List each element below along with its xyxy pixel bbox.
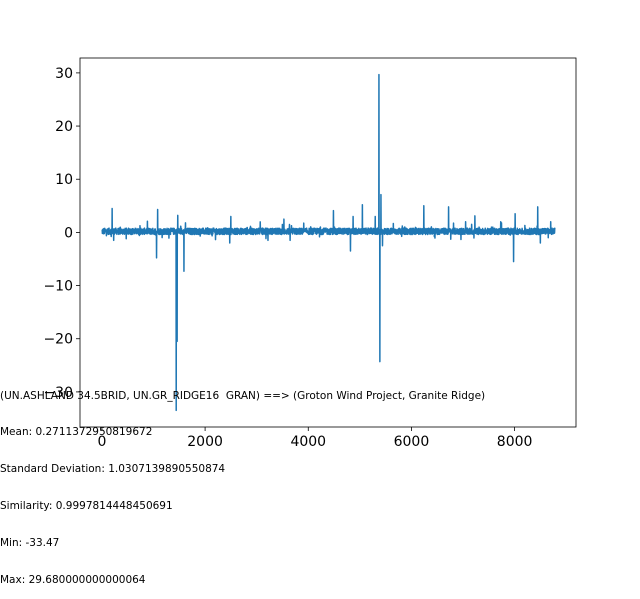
annotation-min: Min: -33.47: [0, 537, 60, 550]
x-tick-label: 8000: [497, 434, 533, 450]
figure-canvas: 0 2000 4000 6000 8000 −30 −20 −10 0 10 20 30: [0, 0, 640, 480]
y-tick-label: 0: [64, 225, 73, 241]
plot-area: [101, 73, 556, 412]
y-tick-label: −20: [43, 332, 73, 348]
y-tick-label: 30: [55, 66, 73, 82]
x-tick-label: 4000: [290, 434, 326, 450]
y-tick-label: −10: [43, 279, 73, 295]
figure-background: [0, 0, 640, 480]
annotation-pair-line: (UN.ASHLAND 34.5BRID, UN.GR_RIDGE16 GRAN…: [0, 389, 486, 402]
x-axis: 0 2000 4000 6000 8000: [97, 427, 532, 450]
annotation-similarity: Similarity: 0.9997814448450691: [0, 500, 173, 513]
series-line: [101, 73, 556, 412]
x-tick-label: 6000: [394, 434, 430, 450]
y-tick-label: 20: [55, 119, 73, 135]
annotation-mean: Mean: 0.2711372950819672: [0, 426, 153, 439]
annotation-max: Max: 29.680000000000064: [0, 574, 146, 587]
stats-annotation: (UN.ASHLAND 34.5BRID, UN.GR_RIDGE16 GRAN…: [0, 365, 485, 599]
x-tick-label: 2000: [187, 434, 223, 450]
y-tick-label: 10: [55, 172, 73, 188]
x-tick-label: 0: [97, 434, 106, 450]
y-axis: −30 −20 −10 0 10 20 30: [43, 66, 80, 401]
y-tick-label: −30: [43, 385, 73, 401]
axes-frame: [79, 57, 577, 428]
annotation-std: Standard Deviation: 1.0307139890550874: [0, 463, 226, 476]
